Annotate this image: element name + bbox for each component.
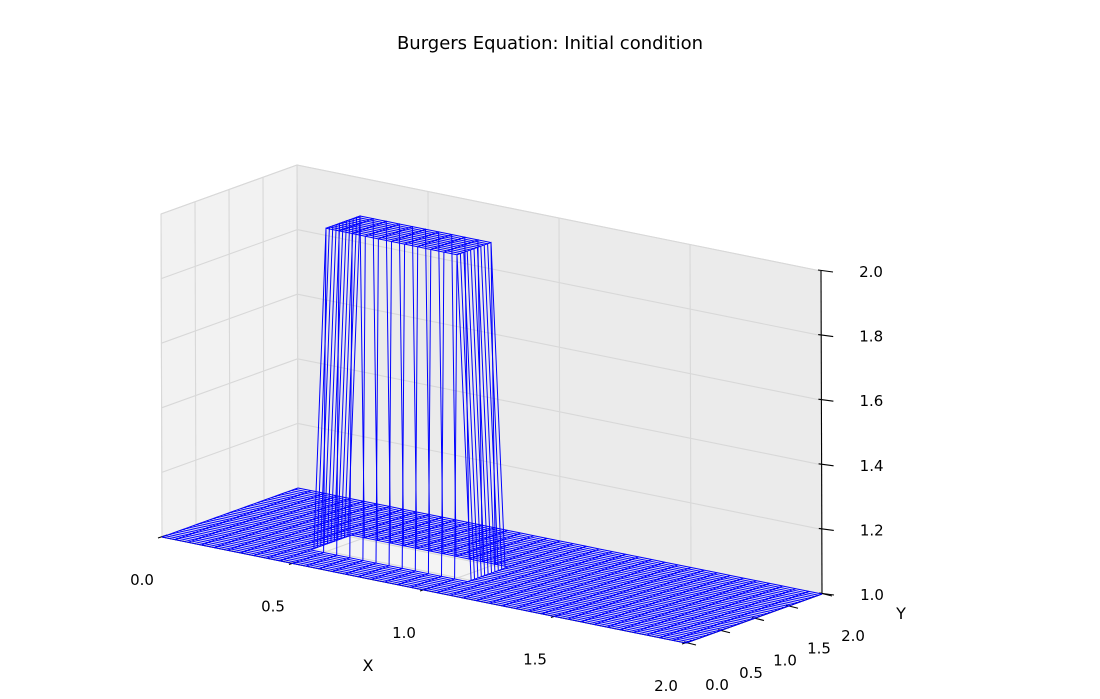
wire-line-y [202, 225, 727, 629]
z-tick [818, 334, 834, 338]
x-tick-label: 0.5 [261, 598, 285, 616]
wireframe-surface [161, 215, 823, 644]
wire-line-y [168, 534, 693, 642]
wire-line-y [284, 492, 809, 600]
left-gridline-z [160, 164, 298, 215]
left-gridline-z [161, 422, 298, 473]
wire-line-y [260, 500, 785, 608]
wire-line-y [243, 507, 768, 615]
wire-line-y [267, 498, 792, 606]
left-gridline-y [228, 189, 231, 513]
z-tick-label: 1.0 [860, 586, 884, 604]
back-gridline-x [558, 217, 561, 542]
z-tick [818, 592, 835, 596]
back-gridline-z [297, 358, 822, 466]
left-gridline-z [161, 293, 298, 344]
z-tick-label: 1.8 [859, 328, 883, 346]
wire-line-y [270, 497, 795, 605]
wire-line-y [246, 505, 772, 613]
left-gridline-z [161, 358, 298, 409]
y-tick-label: 0.5 [739, 664, 763, 682]
x-axis-label: X [363, 656, 374, 675]
back-gridline-z [297, 422, 822, 530]
wire-line-y [274, 496, 799, 604]
z-tick-label: 1.2 [860, 521, 884, 539]
wire-line-y [165, 535, 690, 643]
z-tick-label: 2.0 [859, 263, 883, 281]
wire-line-y [226, 216, 751, 621]
wire-line-y [189, 526, 714, 634]
z-tick [817, 269, 834, 273]
wire-line-y [240, 508, 765, 616]
wire-line-y [216, 220, 741, 624]
back-gridline-z [297, 293, 822, 401]
y-tick-label: 0.0 [705, 676, 729, 694]
z-axis-line [820, 270, 823, 595]
wire-line-y [185, 527, 710, 635]
wire-line-y [206, 223, 731, 628]
wire-line-y [195, 227, 721, 632]
wire-line-y [178, 530, 704, 638]
wire-line-y [277, 494, 802, 602]
left-gridline-z [161, 229, 298, 280]
wire-line-y [257, 502, 782, 610]
wire-line-y [287, 491, 812, 599]
x-tick-label: 1.5 [523, 651, 547, 669]
back-gridline-x [689, 244, 692, 568]
wire-line-y [280, 493, 806, 601]
wire-line-y [223, 217, 748, 622]
left-gridline-y [160, 213, 163, 538]
back-gridline-z [297, 229, 822, 337]
z-tick-label: 1.6 [859, 392, 883, 410]
y-axis-label: Y [895, 604, 906, 623]
z-tick [818, 527, 834, 531]
left-gridline-y [262, 177, 265, 501]
left-gridline-y [296, 164, 299, 489]
wire-line-y [161, 536, 687, 644]
y-tick-label: 2.0 [841, 627, 865, 645]
wire-line-y [175, 531, 700, 639]
wire-line-y [253, 503, 778, 611]
z-tick-label: 1.4 [860, 457, 884, 475]
wire-line-y [182, 529, 707, 637]
wire-line-y [209, 222, 734, 627]
wire-line-y [294, 488, 819, 596]
wire-line-y [172, 532, 697, 640]
left-gridline-y [194, 201, 197, 525]
axis-ticks: 0.0 0.5 1.0 1.5 2.0 0.0 0.5 1.0 1.5 2.0 1.0 1.2 1.4 1… [130, 263, 884, 695]
wire-line-y [229, 215, 755, 619]
z-tick [818, 463, 834, 467]
z-tick [818, 398, 834, 402]
wire-line-y [236, 509, 761, 617]
wire-line-y [297, 487, 823, 595]
wire-line-y [263, 499, 789, 607]
back-gridline-z [296, 164, 822, 272]
y-tick-label: 1.0 [773, 652, 797, 670]
wire-line-y [250, 504, 775, 612]
wire-line-y [192, 525, 717, 633]
wire-line-y [199, 226, 724, 631]
x-tick-label: 2.0 [654, 677, 678, 695]
x-tick-label: 0.0 [130, 571, 154, 589]
wire-line-y [291, 489, 816, 597]
y-tick-label: 1.5 [807, 639, 831, 657]
x-tick-label: 1.0 [392, 624, 416, 642]
wire-line-y [233, 510, 758, 618]
chart-title: Burgers Equation: Initial condition [397, 33, 703, 54]
wire-line-y [219, 219, 744, 623]
wire-line-y [212, 221, 738, 626]
